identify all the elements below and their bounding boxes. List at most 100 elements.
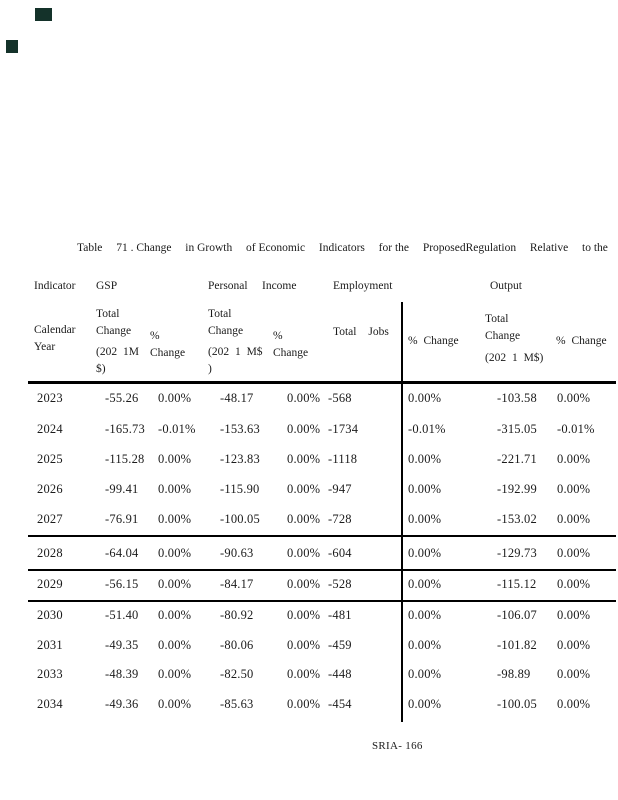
personal-total-cell: -115.90 <box>220 482 260 496</box>
column-group-income: Income <box>262 280 297 292</box>
personal-pct-cell: 0.00% <box>287 512 321 526</box>
employment-pct-cell: 0.00% <box>408 577 442 591</box>
personal-pct-cell: 0.00% <box>287 391 321 405</box>
gsp-pct-cell: 0.00% <box>158 482 192 496</box>
subheader-personal-pct-change: % Change <box>273 330 309 359</box>
title-part: Indicators <box>318 242 365 254</box>
personal-pct-cell: 0.00% <box>287 546 321 560</box>
subheader-employment-total-jobs: Total Jobs <box>333 326 389 338</box>
year-cell: 2026 <box>37 482 63 496</box>
employment-pct-cell: 0.00% <box>408 482 442 496</box>
output-pct-cell: 0.00% <box>557 512 591 526</box>
personal-total-cell: -90.63 <box>220 546 254 560</box>
employment-pct-cell: 0.00% <box>408 546 442 560</box>
personal-pct-cell: 0.00% <box>287 697 321 711</box>
subheader-employment-pct-change: % Change <box>408 335 459 347</box>
gsp-total-cell: -48.39 <box>105 667 139 681</box>
employment-pct-cell: 0.00% <box>408 391 442 405</box>
personal-pct-cell: 0.00% <box>287 638 321 652</box>
personal-pct-cell: 0.00% <box>287 577 321 591</box>
employment-jobs-cell: -528 <box>328 577 352 591</box>
table-row: 2023 -55.26 0.00% -48.17 0.00% -568 0.00… <box>0 391 618 407</box>
personal-pct-cell: 0.00% <box>287 452 321 466</box>
scan-mark-left <box>6 40 18 53</box>
page-number: SRIA- 166 <box>372 740 423 752</box>
subheader-gsp-total-change: Total Change <box>96 308 132 337</box>
output-pct-cell: 0.00% <box>557 391 591 405</box>
gsp-total-cell: -49.36 <box>105 697 139 711</box>
row-rule <box>28 569 616 571</box>
gsp-pct-cell: 0.00% <box>158 512 192 526</box>
output-pct-cell: 0.00% <box>557 697 591 711</box>
output-pct-cell: 0.00% <box>557 638 591 652</box>
output-total-cell: -98.89 <box>497 667 531 681</box>
employment-pct-cell: -0.01% <box>408 422 446 436</box>
output-pct-cell: 0.00% <box>557 667 591 681</box>
employment-jobs-cell: -1118 <box>328 452 358 466</box>
gsp-total-cell: -55.26 <box>105 391 139 405</box>
year-cell: 2030 <box>37 608 63 622</box>
output-pct-cell: 0.00% <box>557 452 591 466</box>
employment-pct-cell: 0.00% <box>408 697 442 711</box>
year-cell: 2027 <box>37 512 63 526</box>
gsp-pct-cell: 0.00% <box>158 667 192 681</box>
column-group-indicator: Indicator <box>34 280 76 292</box>
year-cell: 2033 <box>37 667 63 681</box>
personal-pct-cell: 0.00% <box>287 608 321 622</box>
year-cell: 2031 <box>37 638 63 652</box>
employment-pct-cell: 0.00% <box>408 667 442 681</box>
title-part: ProposedRegulation <box>422 242 517 254</box>
gsp-pct-cell: 0.00% <box>158 452 192 466</box>
gsp-pct-cell: 0.00% <box>158 577 192 591</box>
row-rule <box>28 600 616 602</box>
subheader-personal-total-change: Total Change <box>208 308 244 337</box>
year-cell: 2024 <box>37 422 63 436</box>
subheader-output-units: (202 1 M$) <box>485 352 544 364</box>
subheader-personal-units: (202 1 M$ ) <box>208 346 263 375</box>
output-total-cell: -103.58 <box>497 391 537 405</box>
title-part: to the <box>582 242 608 254</box>
subheader-gsp-pct-change: % Change <box>150 330 186 359</box>
employment-pct-cell: 0.00% <box>408 452 442 466</box>
subheader-output-pct-change: % Change <box>556 335 607 347</box>
employment-jobs-cell: -448 <box>328 667 352 681</box>
gsp-pct-cell: 0.00% <box>158 697 192 711</box>
personal-total-cell: -84.17 <box>220 577 254 591</box>
table-row: 2025 -115.28 0.00% -123.83 0.00% -1118 0… <box>0 452 618 468</box>
output-pct-cell: 0.00% <box>557 482 591 496</box>
year-cell: 2029 <box>37 577 63 591</box>
employment-jobs-cell: -459 <box>328 638 352 652</box>
employment-jobs-cell: -568 <box>328 391 352 405</box>
column-group-output: Output <box>490 280 522 292</box>
personal-total-cell: -82.50 <box>220 667 254 681</box>
title-part: Relative <box>529 242 569 254</box>
output-pct-cell: 0.00% <box>557 546 591 560</box>
personal-total-cell: -123.83 <box>220 452 260 466</box>
output-total-cell: -315.05 <box>497 422 537 436</box>
gsp-total-cell: -76.91 <box>105 512 139 526</box>
column-group-gsp: GSP <box>96 280 118 292</box>
employment-pct-cell: 0.00% <box>408 638 442 652</box>
employment-pct-cell: 0.00% <box>408 512 442 526</box>
output-total-cell: -192.99 <box>497 482 537 496</box>
personal-pct-cell: 0.00% <box>287 482 321 496</box>
employment-jobs-cell: -481 <box>328 608 352 622</box>
output-pct-cell: 0.00% <box>557 577 591 591</box>
table-row: 2027 -76.91 0.00% -100.05 0.00% -728 0.0… <box>0 512 618 528</box>
year-cell: 2028 <box>37 546 63 560</box>
year-cell: 2025 <box>37 452 63 466</box>
column-divider-line <box>401 302 403 722</box>
personal-total-cell: -80.92 <box>220 608 254 622</box>
employment-jobs-cell: -1734 <box>328 422 359 436</box>
gsp-total-cell: -49.35 <box>105 638 139 652</box>
title-part: for the <box>378 242 410 254</box>
table-title: Table 71 . Change in Growth of Economic … <box>77 242 608 254</box>
table-row: 2024 -165.73 -0.01% -153.63 0.00% -1734 … <box>0 422 618 438</box>
scan-mark-top <box>35 8 52 21</box>
gsp-pct-cell: 0.00% <box>158 608 192 622</box>
year-cell: 2023 <box>37 391 63 405</box>
table-row: 2028 -64.04 0.00% -90.63 0.00% -604 0.00… <box>0 546 618 562</box>
output-total-cell: -153.02 <box>497 512 537 526</box>
employment-pct-cell: 0.00% <box>408 608 442 622</box>
